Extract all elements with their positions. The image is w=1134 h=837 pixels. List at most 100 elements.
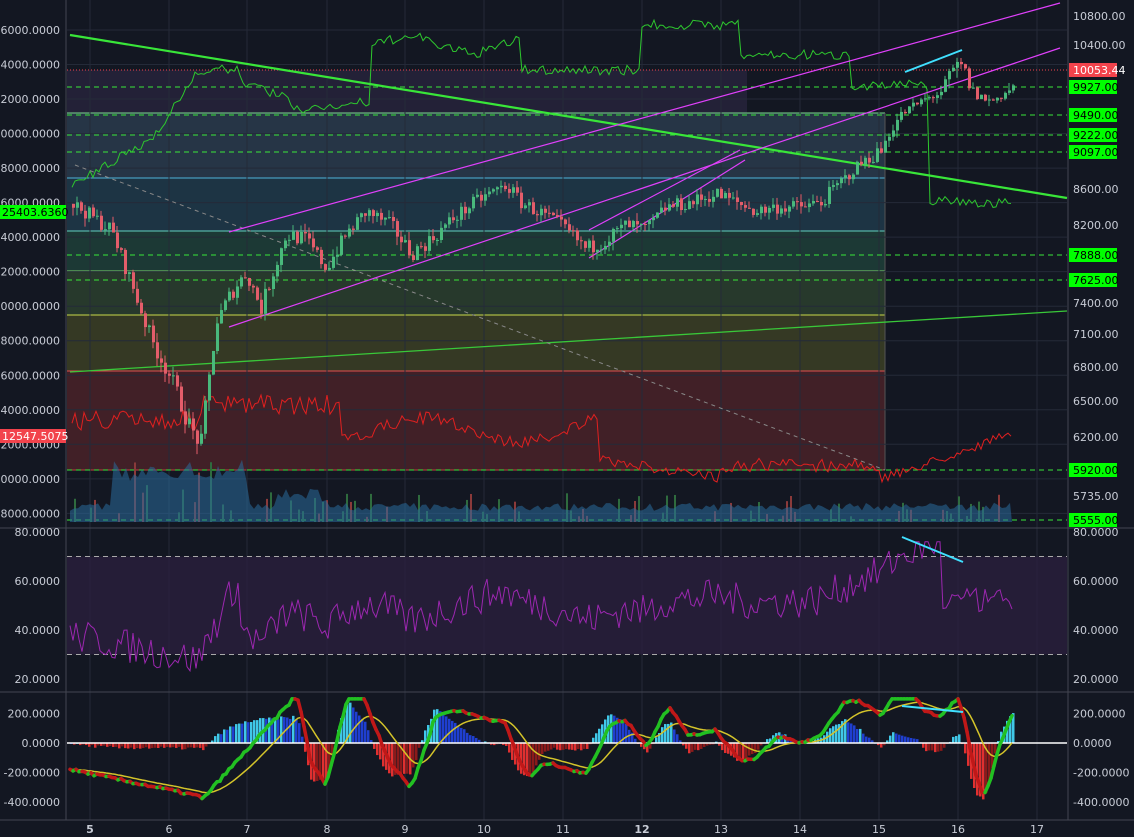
candle-body	[128, 272, 131, 275]
macd-histogram-bar	[400, 743, 403, 773]
candle-body	[708, 198, 711, 202]
macd-histogram-bar	[166, 743, 169, 747]
macd-histogram-bar	[640, 743, 643, 747]
macd-histogram-bar	[907, 737, 910, 743]
candle-body	[132, 272, 135, 289]
price-badge-bg	[1069, 108, 1117, 122]
candle-body	[1008, 90, 1011, 93]
macd-histogram-bar	[583, 743, 586, 749]
price-badge-label: 7888.00	[1073, 249, 1119, 262]
candle-body	[280, 248, 283, 265]
macd-line-segment	[968, 746, 975, 764]
candle-body	[416, 246, 419, 261]
macd-histogram-bar	[922, 743, 925, 748]
macd-histogram-bar	[268, 717, 271, 743]
left-price-axis[interactable]: 36000.0000 34000.0000 32000.0000 30000.0000…	[0, 24, 60, 520]
candle-body	[796, 201, 799, 203]
macd-histogram-bar	[841, 721, 844, 743]
candle-body	[800, 202, 803, 207]
candle-body	[276, 264, 279, 277]
candle-body	[260, 299, 263, 314]
candle-body	[768, 207, 771, 213]
macd-histogram-bar	[511, 743, 514, 760]
candle-body	[592, 240, 595, 253]
candle-body	[744, 205, 747, 208]
macd-histogram-bar	[148, 743, 151, 749]
candle-body	[812, 201, 815, 204]
macd-histogram-bar	[406, 743, 409, 774]
time-axis[interactable]: 5 6 7 8 9 10 11 12 13 14 15 16 17	[86, 823, 1044, 836]
long-support-line	[69, 310, 1068, 373]
candle-body	[952, 67, 955, 72]
macd-histogram-bar	[766, 739, 769, 743]
macd-histogram-bar	[616, 717, 619, 743]
candle-body	[512, 187, 515, 193]
macd-histogram-bar	[283, 717, 286, 743]
candle-body	[252, 285, 255, 288]
candle-body	[520, 192, 523, 209]
macd-line-segment	[335, 725, 342, 743]
candle-body	[596, 249, 599, 253]
macd-histogram-bar	[508, 743, 511, 753]
candle-body	[200, 433, 203, 444]
macd-line-segment	[338, 714, 345, 729]
candle-body	[980, 94, 983, 100]
macd-histogram-bar	[565, 743, 568, 750]
candle-body	[860, 161, 863, 165]
macd-histogram-bar	[634, 738, 637, 743]
macd-histogram-bar	[412, 743, 415, 768]
candle-body	[816, 201, 819, 203]
candle-body	[236, 286, 239, 298]
macd-histogram-bar	[118, 743, 121, 749]
candle-body	[936, 95, 939, 98]
right-axis-tick-label: 8600.00	[1073, 183, 1119, 196]
macd-histogram-bar	[976, 743, 979, 796]
candle-body	[648, 220, 651, 225]
macd-histogram-bar	[112, 743, 115, 747]
left-badge-bg	[0, 205, 66, 219]
left-price-badge: 12547.5075	[0, 429, 68, 443]
candle-body	[404, 240, 407, 243]
macd-histogram-bar	[832, 726, 835, 743]
time-axis-tick-label: 16	[951, 823, 965, 836]
macd-histogram-bar	[397, 743, 400, 775]
right-price-axis[interactable]: 10800.00 10400.00 8600.00 8200.00 7400.00 710…	[1073, 10, 1126, 503]
price-badge-label: 9927.00	[1073, 81, 1119, 94]
candle-body	[780, 208, 783, 214]
macd-line-segment	[428, 720, 435, 737]
macd-histogram-bar	[457, 726, 460, 743]
macd-histogram-bar	[1012, 713, 1015, 743]
candle-body	[384, 217, 387, 220]
macd-line-segment	[965, 729, 972, 750]
candle-body	[808, 203, 811, 208]
macd-histogram-bar	[757, 743, 760, 750]
right-axis-tick-label: 6500.00	[1073, 395, 1119, 408]
sub-channel-line	[588, 149, 741, 231]
candle-body	[84, 210, 87, 219]
candle-body	[900, 111, 903, 120]
macd-histogram-bar	[157, 743, 160, 748]
candle-body	[472, 196, 475, 209]
candle-body	[76, 202, 79, 208]
macd-histogram-bar	[454, 722, 457, 743]
candle-body	[448, 217, 451, 225]
macd-line-segment	[419, 748, 426, 763]
candle-body	[568, 224, 571, 231]
volume-bar	[638, 496, 640, 522]
macd-histogram-bar	[106, 743, 109, 747]
macd-histogram-bar	[466, 732, 469, 743]
candle-body	[72, 203, 75, 208]
candle-body	[620, 224, 623, 229]
candle-body	[644, 224, 647, 226]
macd-histogram-bar	[154, 743, 157, 748]
left-axis-tick-label: 24000.0000	[0, 231, 60, 244]
candle-body	[376, 212, 379, 217]
candle-body	[972, 87, 975, 89]
macd-histogram-bar	[931, 743, 934, 751]
rsi-divergence-line	[901, 536, 964, 563]
candle-body	[184, 411, 187, 425]
macd-right-tick-label: 0.0000	[1073, 737, 1112, 750]
macd-histogram-bar	[676, 734, 679, 743]
candle-body	[580, 240, 583, 242]
